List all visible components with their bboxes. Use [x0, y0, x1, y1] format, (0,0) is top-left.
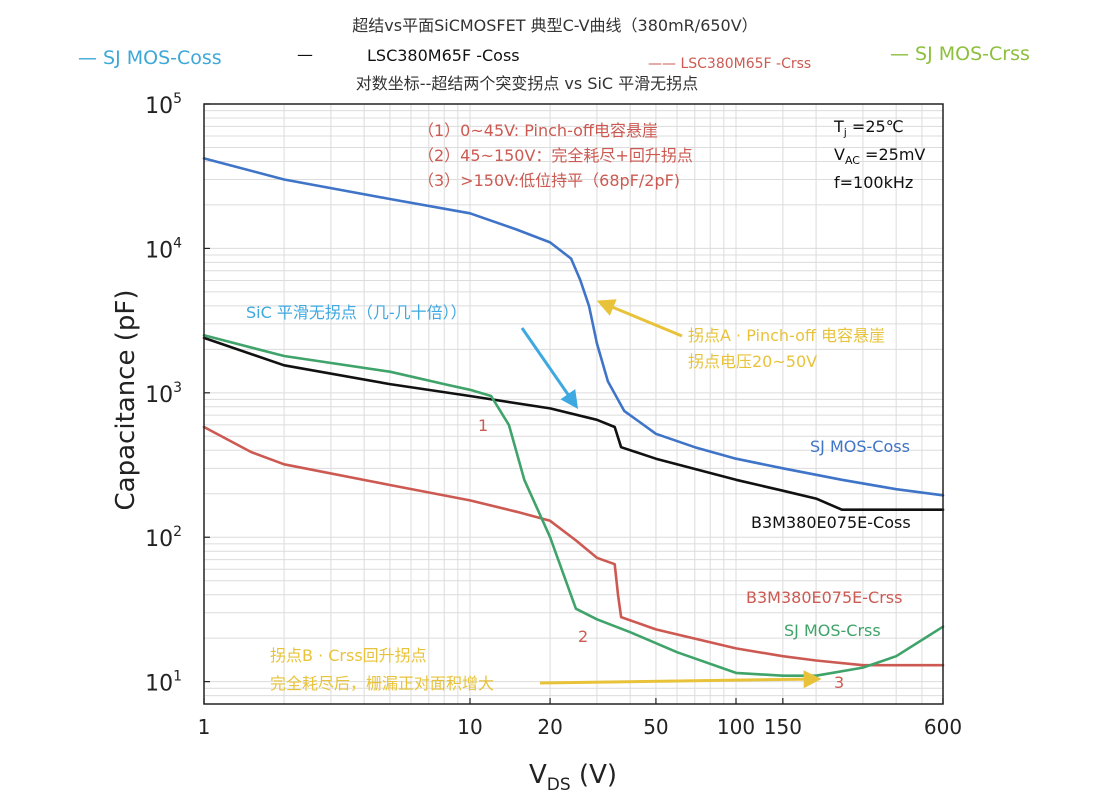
knee-number-3: 3	[834, 673, 844, 692]
legend-sj-coss: — SJ MOS-Coss	[78, 47, 222, 69]
y-tick-labels: 101 102 103 104 105	[145, 91, 210, 697]
condition-freq: f=100kHz	[834, 173, 913, 192]
annotation-knee-b: 拐点B · Crss回升拐点	[270, 646, 427, 665]
plot-frame	[203, 103, 944, 705]
arrow-sic	[520, 327, 579, 409]
x-tick-label: 600	[924, 715, 962, 739]
curve-label-sj-coss: SJ MOS-Coss	[810, 437, 910, 456]
annotation-region-1: （1）0~45V: Pinch-off电容悬崖	[418, 121, 658, 140]
chart-subtitle: 对数坐标--超结两个突变拐点 vs SiC 平滑无拐点	[356, 74, 698, 93]
y-tick-label: 105	[145, 91, 182, 119]
annotation-region-3: （3）>150V:低位持平（68pF/2pF)	[418, 171, 680, 190]
x-tick-label: 100	[717, 715, 755, 739]
annotation-region-2: （2）45~150V：完全耗尽+回升拐点	[418, 146, 693, 165]
x-tick-label: 50	[643, 715, 668, 739]
y-axis-label: Capacitance (pF)	[111, 290, 141, 511]
series-line-b3m380e075e-crss	[202, 425, 945, 667]
x-tick-label: 20	[537, 715, 562, 739]
y-tick-label: 102	[145, 524, 182, 552]
curve-label-b3m-crss: B3M380E075E-Crss	[746, 588, 902, 607]
annotation-knee-b-detail: 完全耗尽后，栅漏正对面积增大	[270, 674, 494, 693]
arrow-knee-b	[539, 670, 822, 689]
legend-lsc-coss: LSC380M65F -Coss	[367, 46, 520, 65]
x-axis-label: VDS (V)	[529, 760, 617, 795]
x-tick-label: 10	[457, 715, 482, 739]
arrow-knee-a	[596, 299, 683, 338]
chart-title: 超结vs平面SiCMOSFET 典型C-V曲线（380mR/650V）	[352, 16, 757, 35]
curve-label-sj-crss: SJ MOS-Crss	[784, 621, 881, 640]
x-tick-label: 1	[198, 715, 211, 739]
y-tick-label: 103	[145, 380, 182, 408]
condition-vac: VAC =25mV	[834, 145, 925, 167]
legend-lsc-coss-dash: —	[297, 45, 313, 64]
x-tick-label: 150	[764, 715, 802, 739]
series-line-b3m380e075e-coss	[202, 336, 945, 511]
annotation-knee-a: 拐点A · Pinch-off 电容悬崖	[688, 326, 885, 345]
grid-lines	[203, 104, 944, 705]
y-tick-label: 101	[145, 669, 182, 697]
condition-tj: Tj =25℃	[833, 117, 904, 139]
annotation-knee-a-voltage: 拐点电压20~50V	[688, 352, 817, 371]
knee-number-1: 1	[478, 416, 488, 435]
series-line-sj-mos-coss	[202, 157, 945, 497]
knee-number-2: 2	[578, 627, 588, 646]
legend-sj-crss: — SJ MOS-Crss	[890, 43, 1030, 65]
annotation-sic-smooth: SiC 平滑无拐点（几-几十倍））	[246, 303, 467, 322]
x-tick-labels: 1 10 20 50 100 150 600	[198, 698, 962, 739]
curve-label-b3m-coss: B3M380E075E-Coss	[751, 513, 911, 532]
y-tick-label: 104	[145, 235, 182, 263]
legend-lsc-crss: —— LSC380M65F -Crss	[648, 56, 811, 72]
